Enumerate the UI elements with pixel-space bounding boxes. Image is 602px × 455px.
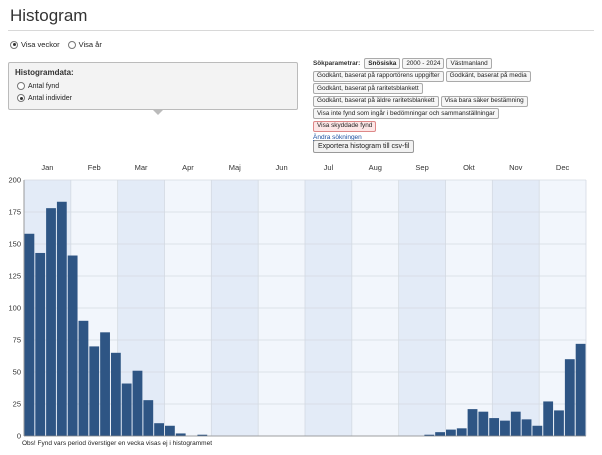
view-years-label: Visa år xyxy=(78,40,102,49)
month-label: Sep xyxy=(415,163,428,172)
page-title: Histogram xyxy=(10,6,88,25)
histogram-bar xyxy=(543,401,554,436)
title-divider xyxy=(8,30,594,31)
month-label: Nov xyxy=(509,163,523,172)
histogram-data-panel: Histogramdata: Antal fynd Antal individe… xyxy=(8,62,298,110)
histogram-bar xyxy=(424,434,435,436)
y-tick-label: 75 xyxy=(13,336,21,345)
count-findings-option[interactable]: Antal fynd xyxy=(17,82,59,90)
param-tag-certain-id[interactable]: Visa bara säker bestämning xyxy=(440,95,528,107)
count-individuals-option[interactable]: Antal individer xyxy=(17,94,72,102)
param-tag-approved-reporter[interactable]: Godkänt, baserat på rapportörens uppgift… xyxy=(313,70,444,82)
histogram-chart: 0 25 50 75 100 125 150 175 200 Jan Feb Mar Apr Maj Jun… xyxy=(8,163,587,441)
view-weeks-option[interactable]: Visa veckor xyxy=(10,40,60,49)
histogram-bar xyxy=(154,423,164,436)
y-tick-label: 25 xyxy=(13,400,21,409)
month-label: Feb xyxy=(88,163,101,172)
histogram-bar xyxy=(554,410,564,436)
histogram-bar xyxy=(532,425,543,436)
y-tick-label: 150 xyxy=(8,240,21,249)
month-label: Jan xyxy=(41,163,53,172)
histogram-bar xyxy=(121,383,132,436)
month-label: Aug xyxy=(369,163,382,172)
search-parameters: Sökparametrar: Snösiska 2000 - 2024 Väst… xyxy=(313,58,597,141)
y-tick-label: 100 xyxy=(8,304,21,313)
histogram-bar xyxy=(456,428,467,436)
month-label: Maj xyxy=(229,163,241,172)
param-tag-protected[interactable]: Visa skyddade fynd xyxy=(313,120,377,132)
view-years-radio[interactable] xyxy=(67,40,76,49)
param-tag-species[interactable]: Snösiska xyxy=(364,58,401,69)
y-tick-label: 50 xyxy=(13,368,21,377)
y-tick-label: 125 xyxy=(8,272,21,281)
y-tick-label: 175 xyxy=(8,208,21,217)
export-csv-button[interactable]: Exportera histogram till csv-fil xyxy=(313,140,415,153)
view-weeks-label: Visa veckor xyxy=(21,40,60,49)
count-individuals-label: Antal individer xyxy=(28,94,72,102)
histogram-bar xyxy=(100,332,110,436)
histogram-bar xyxy=(564,359,575,436)
histogram-bar xyxy=(78,320,89,436)
param-tag-approved-media[interactable]: Godkänt, baserat på media xyxy=(445,70,531,82)
histogram-bar xyxy=(521,419,532,436)
histogram-bar xyxy=(500,420,510,436)
histogram-bar xyxy=(510,411,521,436)
month-label: Mar xyxy=(135,163,148,172)
month-label: Okt xyxy=(463,163,476,172)
param-tag-approved-old-rarity-form[interactable]: Godkänt, baserat på äldre raritetsblanke… xyxy=(313,95,439,107)
histogram-bar xyxy=(67,255,78,436)
histogram-data-title: Histogramdata: xyxy=(15,68,74,77)
histogram-bar xyxy=(46,208,56,436)
month-label: Jun xyxy=(276,163,288,172)
histogram-bar xyxy=(143,400,154,436)
histogram-bar xyxy=(35,252,46,436)
param-tag-years[interactable]: 2000 - 2024 xyxy=(402,58,445,69)
histogram-bar xyxy=(89,346,100,436)
histogram-bar xyxy=(175,433,186,436)
view-weeks-radio[interactable] xyxy=(10,40,18,49)
histogram-bar xyxy=(489,418,500,436)
y-tick-label: 0 xyxy=(17,432,21,441)
month-label: Apr xyxy=(182,163,194,172)
histogram-bar xyxy=(165,425,175,436)
search-params-label: Sökparametrar: xyxy=(313,60,361,67)
view-years-option[interactable]: Visa år xyxy=(67,40,102,49)
param-tag-approved-rarity-form[interactable]: Godkänt, baserat på raritetsblankett xyxy=(313,83,423,94)
count-findings-radio[interactable] xyxy=(17,82,25,90)
histogram-bar xyxy=(132,370,143,436)
view-options: Visa veckor Visa år xyxy=(10,40,106,49)
histogram-bar xyxy=(435,432,445,436)
month-label: Jul xyxy=(324,163,334,172)
histogram-bar xyxy=(24,233,35,436)
panel-pointer xyxy=(153,110,163,115)
month-label: Dec xyxy=(556,163,570,172)
count-findings-label: Antal fynd xyxy=(28,82,60,90)
histogram-bar xyxy=(467,409,478,436)
histogram-bar xyxy=(110,352,121,436)
count-individuals-radio[interactable] xyxy=(17,94,25,102)
footnote: Obs! Fynd vars period överstiger en veck… xyxy=(22,440,213,447)
histogram-bar xyxy=(446,429,456,436)
param-tag-exclude-compilations[interactable]: Visa inte fynd som ingår i bedömningar o… xyxy=(313,108,499,119)
change-search-link[interactable]: Ändra sökningen xyxy=(313,134,362,141)
histogram-bar xyxy=(197,434,208,436)
y-tick-label: 200 xyxy=(8,176,21,185)
param-tag-region[interactable]: Västmanland xyxy=(446,58,492,69)
histogram-bar xyxy=(575,343,586,436)
histogram-bar xyxy=(56,201,67,436)
histogram-bar xyxy=(478,411,489,436)
